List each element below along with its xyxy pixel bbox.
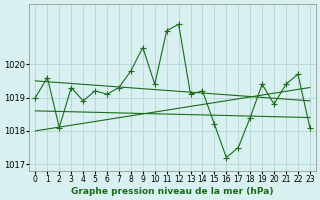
X-axis label: Graphe pression niveau de la mer (hPa): Graphe pression niveau de la mer (hPa)	[71, 187, 274, 196]
